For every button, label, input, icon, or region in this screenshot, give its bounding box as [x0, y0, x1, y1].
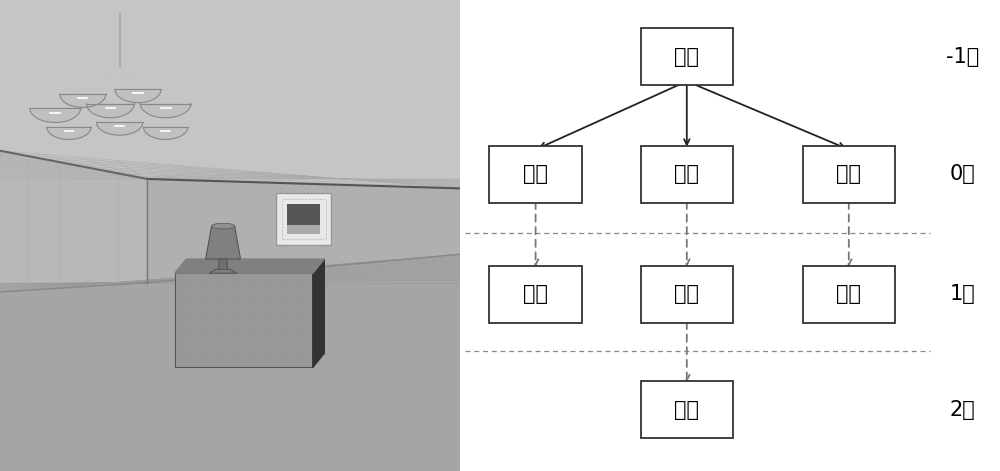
Polygon shape — [313, 259, 324, 367]
FancyBboxPatch shape — [641, 266, 733, 323]
Polygon shape — [209, 269, 237, 273]
Text: 1层: 1层 — [949, 284, 975, 304]
Polygon shape — [47, 127, 91, 139]
Text: 顶灯: 顶灯 — [523, 284, 548, 304]
Text: 桌子: 桌子 — [674, 284, 699, 304]
Polygon shape — [0, 0, 460, 188]
Polygon shape — [276, 193, 331, 245]
FancyBboxPatch shape — [803, 146, 895, 203]
FancyBboxPatch shape — [641, 28, 733, 85]
Text: 0层: 0层 — [949, 164, 975, 184]
FancyBboxPatch shape — [641, 146, 733, 203]
Text: 壁画: 壁画 — [836, 284, 861, 304]
Polygon shape — [0, 254, 460, 471]
Text: -1层: -1层 — [946, 47, 979, 66]
Text: 花瓶: 花瓶 — [674, 400, 699, 420]
Polygon shape — [140, 104, 191, 118]
Polygon shape — [218, 259, 228, 271]
Polygon shape — [144, 127, 188, 139]
Polygon shape — [60, 94, 106, 107]
Polygon shape — [287, 204, 320, 234]
FancyBboxPatch shape — [641, 382, 733, 438]
Polygon shape — [0, 151, 147, 292]
Polygon shape — [97, 122, 143, 135]
Polygon shape — [175, 259, 324, 273]
Polygon shape — [147, 179, 460, 283]
Text: 地板: 地板 — [674, 164, 699, 184]
Polygon shape — [175, 273, 313, 367]
FancyBboxPatch shape — [489, 266, 582, 323]
Text: 2层: 2层 — [949, 400, 975, 420]
Polygon shape — [287, 225, 320, 234]
Polygon shape — [30, 108, 80, 122]
FancyBboxPatch shape — [489, 146, 582, 203]
Text: 房间: 房间 — [674, 47, 699, 66]
Polygon shape — [0, 0, 460, 471]
Polygon shape — [206, 226, 241, 259]
Ellipse shape — [212, 223, 235, 229]
Text: 吊顶: 吊顶 — [523, 164, 548, 184]
Polygon shape — [115, 89, 161, 103]
Text: 墙面: 墙面 — [836, 164, 861, 184]
FancyBboxPatch shape — [803, 266, 895, 323]
Polygon shape — [86, 104, 134, 118]
Polygon shape — [282, 199, 326, 239]
